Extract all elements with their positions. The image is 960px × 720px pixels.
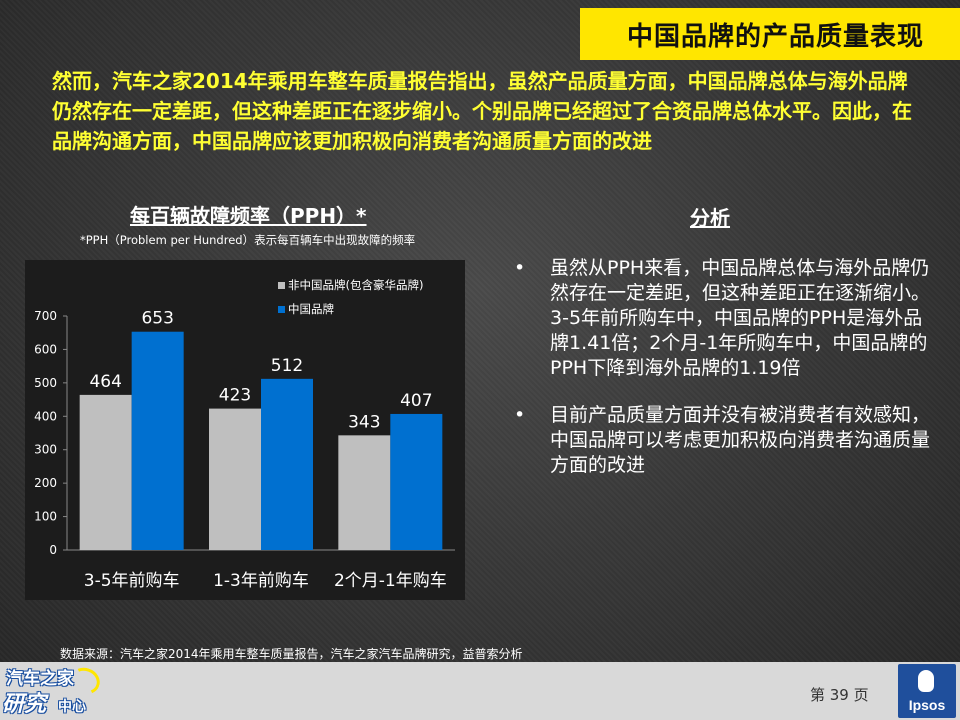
bullet-dot: • [514, 404, 526, 426]
y-tick-label: 0 [49, 543, 57, 557]
y-tick-label: 500 [34, 376, 57, 390]
chart-title: 每百辆故障频率（PPH）* [130, 204, 367, 228]
chart-panel: 0 100 200 300 400 500 600 700 464 653 3-5年前购车 423 51… [25, 260, 465, 600]
legend-swatch [278, 282, 285, 289]
y-tick-label: 600 [34, 342, 57, 356]
legend-label: 中国品牌 [288, 302, 334, 316]
logo-line1: 汽车之家 [6, 669, 74, 689]
bullet-text: 虽然从PPH来看，中国品牌总体与海外品牌仍然存在一定差距，但这种差距正在逐渐缩小… [550, 257, 931, 379]
analysis-bullet: • 虽然从PPH来看，中国品牌总体与海外品牌仍然存在一定差距，但这种差距正在逐渐… [514, 256, 934, 381]
logo-line2: 研究 [2, 692, 47, 717]
bullet-dot: • [514, 257, 526, 279]
y-tick-label: 100 [34, 510, 57, 524]
bar [390, 413, 443, 550]
x-tick-label: 2个月-1年购车 [334, 571, 447, 591]
page-number: 第 39 页 [810, 686, 869, 704]
footer-bar [0, 662, 960, 720]
y-tick-label: 700 [34, 309, 57, 323]
ipsos-logo: Ipsos [898, 664, 956, 718]
chart-subtitle: *PPH（Problem per Hundred）表示每百辆车中出现故障的频率 [80, 233, 416, 247]
bar-chart: 0 100 200 300 400 500 600 700 464 653 3-5年前购车 423 51… [34, 278, 455, 591]
data-label: 653 [141, 309, 173, 329]
title-bar: 中国品牌的产品质量表现 [580, 8, 960, 60]
ipsos-head-icon [918, 670, 934, 692]
analysis-bullet: • 目前产品质量方面并没有被消费者有效感知，中国品牌可以考虑更加积极向消费者沟通… [514, 403, 934, 478]
y-tick-label: 400 [34, 409, 57, 423]
source-note: 数据来源：汽车之家2014年乘用车整车质量报告，汽车之家汽车品牌研究，益普索分析 [60, 647, 523, 661]
analysis-bullets: • 虽然从PPH来看，中国品牌总体与海外品牌仍然存在一定差距，但这种差距正在逐渐… [514, 256, 934, 500]
data-label: 464 [89, 372, 121, 392]
data-label: 407 [400, 391, 432, 411]
ipsos-logo-text: Ipsos [908, 697, 946, 713]
bar [209, 408, 261, 550]
legend-label: 非中国品牌(包含豪华品牌) [288, 278, 423, 292]
autohome-research-logo: 汽车之家 研究 中心 [0, 662, 110, 720]
bullet-text: 目前产品质量方面并没有被消费者有效感知，中国品牌可以考虑更加积极向消费者沟通质量… [550, 404, 931, 476]
bar [131, 331, 184, 550]
x-tick-label: 3-5年前购车 [84, 571, 180, 591]
analysis-title: 分析 [690, 206, 730, 230]
page-title: 中国品牌的产品质量表现 [626, 21, 924, 52]
y-tick-label: 300 [34, 443, 57, 457]
bar [261, 378, 313, 550]
x-tick-label: 1-3年前购车 [213, 571, 309, 591]
legend-swatch [278, 306, 285, 313]
data-label: 343 [348, 412, 380, 432]
intro-text: 然而，汽车之家2014年乘用车整车质量报告指出，虽然产品质量方面，中国品牌总体与… [52, 69, 912, 153]
data-label: 423 [219, 386, 251, 406]
data-label: 512 [271, 356, 303, 376]
y-tick-label: 200 [34, 476, 57, 490]
bar [79, 394, 132, 550]
logo-line3: 中心 [58, 699, 86, 715]
bar [338, 435, 391, 550]
